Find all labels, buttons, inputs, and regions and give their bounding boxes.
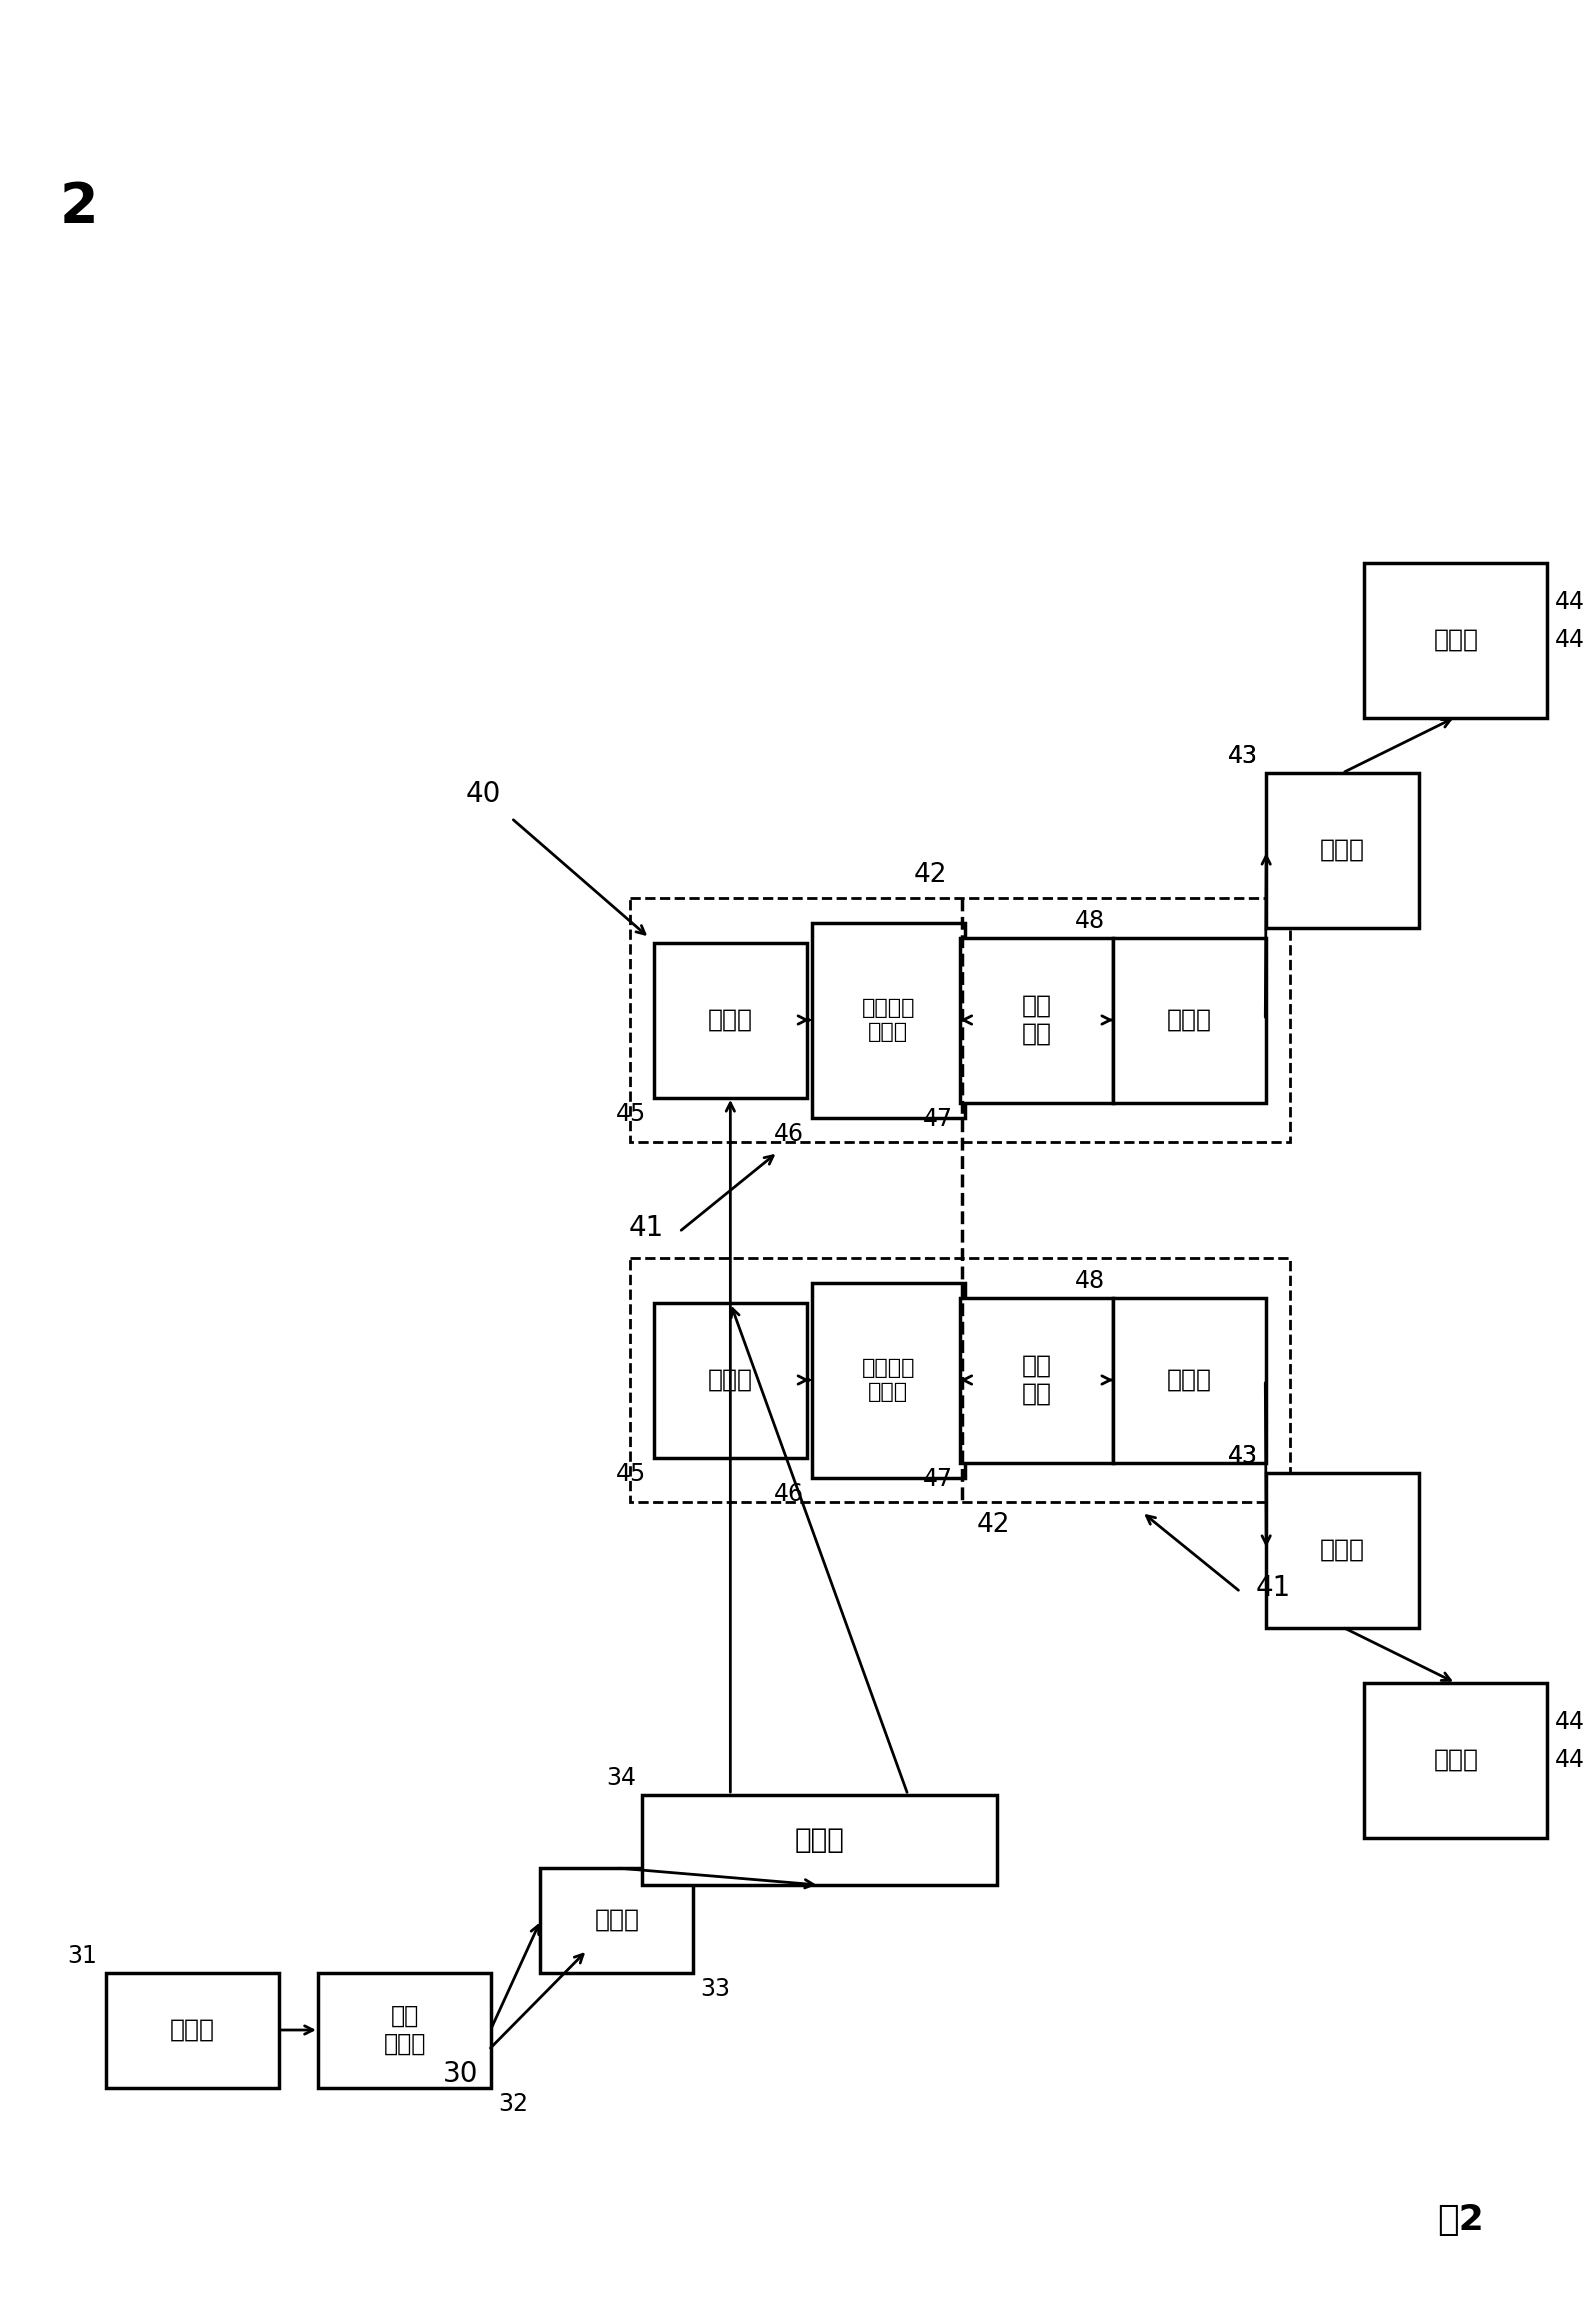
Text: 相位器: 相位器 — [708, 1008, 752, 1031]
Text: 45: 45 — [616, 1101, 646, 1127]
Text: 47: 47 — [922, 1468, 952, 1491]
Text: 46: 46 — [774, 1122, 805, 1145]
Text: 隔离器: 隔离器 — [1166, 1008, 1212, 1031]
Bar — [106, 1972, 279, 2088]
Text: 主放
大器: 主放 大器 — [1022, 1354, 1051, 1405]
Text: 43: 43 — [1228, 1445, 1258, 1468]
Text: 42: 42 — [914, 862, 947, 887]
Bar — [1365, 562, 1547, 718]
Text: 隔离器: 隔离器 — [1166, 1368, 1212, 1391]
Bar — [813, 922, 965, 1117]
Text: 46: 46 — [774, 1482, 805, 1505]
Text: 主放
大器: 主放 大器 — [1022, 994, 1051, 1045]
Text: 42: 42 — [978, 1512, 1011, 1538]
Text: 微波
振荡器: 微波 振荡器 — [384, 2005, 425, 2056]
Text: 天线部: 天线部 — [1433, 627, 1477, 653]
Text: 34: 34 — [606, 1765, 636, 1791]
Text: 45: 45 — [616, 1461, 646, 1487]
Text: 44: 44 — [1554, 590, 1584, 613]
Text: 41: 41 — [1255, 1575, 1290, 1603]
Text: 天线部: 天线部 — [1433, 1747, 1477, 1772]
Text: 电源部: 电源部 — [170, 2019, 214, 2042]
Bar — [630, 899, 1290, 1143]
Text: 40: 40 — [467, 781, 501, 808]
Text: 可变增益
放大器: 可变增益 放大器 — [862, 1359, 916, 1401]
Text: 48: 48 — [1076, 908, 1106, 934]
Text: 48: 48 — [1076, 1268, 1106, 1294]
Bar — [654, 1303, 806, 1457]
Text: 41: 41 — [628, 1215, 665, 1243]
Bar — [1266, 774, 1419, 927]
Bar — [630, 1259, 1290, 1503]
Text: 分配器: 分配器 — [794, 1826, 844, 1854]
Bar — [654, 943, 806, 1096]
Text: 可变增益
放大器: 可变增益 放大器 — [862, 999, 916, 1041]
Text: 图2: 图2 — [1438, 2202, 1484, 2237]
Text: 2: 2 — [59, 179, 98, 235]
Text: 43: 43 — [1228, 743, 1258, 769]
Text: 调谐器: 调谐器 — [1320, 839, 1365, 862]
Text: 放大器: 放大器 — [595, 1907, 640, 1933]
Text: 43: 43 — [1228, 743, 1258, 769]
Bar — [319, 1972, 490, 2088]
Bar — [540, 1868, 694, 1972]
Text: 31: 31 — [67, 1944, 97, 1968]
Bar — [1112, 1299, 1266, 1463]
Bar — [813, 1282, 965, 1477]
Bar — [960, 1299, 1112, 1463]
Bar — [1112, 938, 1266, 1103]
Bar — [1266, 1473, 1419, 1628]
Text: 47: 47 — [922, 1108, 952, 1131]
Bar — [1365, 1682, 1547, 1837]
Text: 44: 44 — [1554, 1710, 1584, 1733]
Text: 44: 44 — [1554, 1747, 1584, 1772]
Text: 调谐器: 调谐器 — [1320, 1538, 1365, 1561]
Text: 44: 44 — [1554, 627, 1584, 653]
Bar — [641, 1796, 997, 1884]
Text: 相位器: 相位器 — [708, 1368, 752, 1391]
Text: 32: 32 — [498, 2093, 528, 2116]
Bar — [960, 938, 1112, 1103]
Text: 33: 33 — [701, 1977, 730, 2000]
Text: 30: 30 — [443, 2061, 479, 2088]
Text: 43: 43 — [1228, 1445, 1258, 1468]
